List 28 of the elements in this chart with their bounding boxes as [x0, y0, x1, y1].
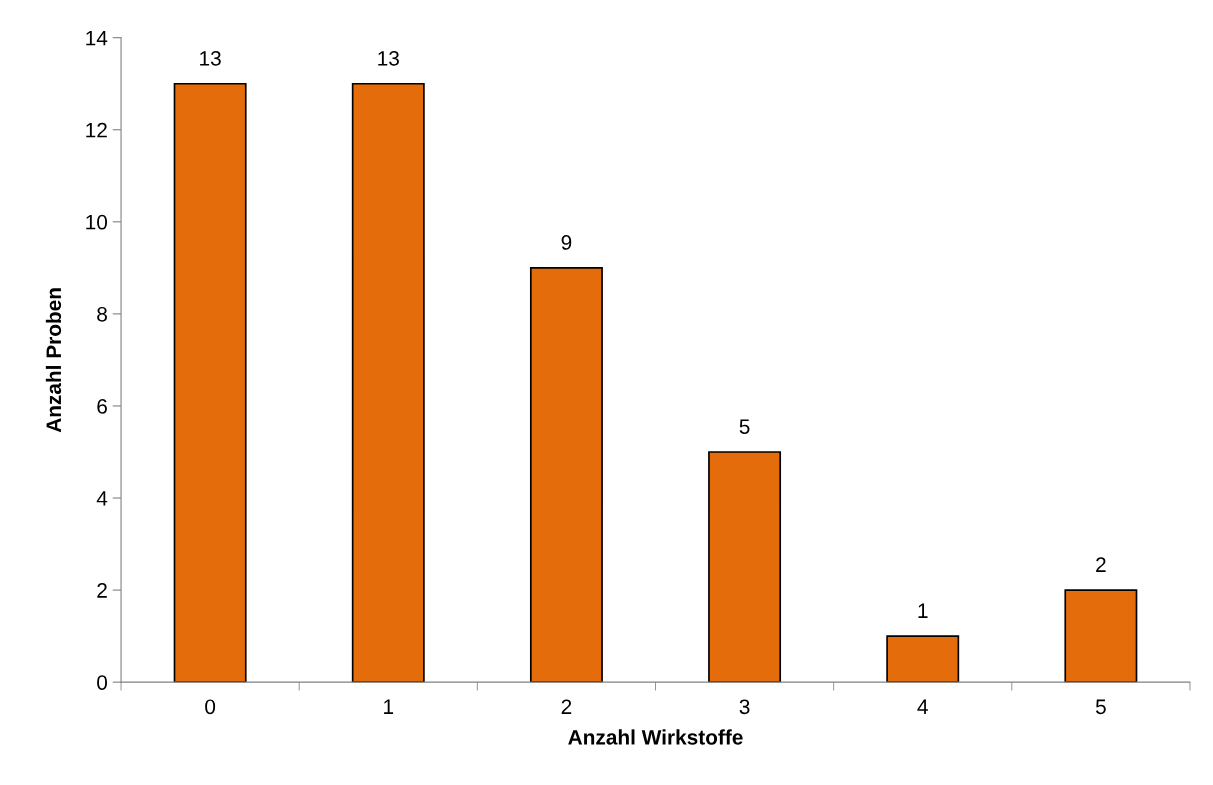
x-tick-label: 5: [1095, 699, 1106, 715]
y-tick-label: 14: [86, 30, 108, 46]
bar: [886, 635, 960, 683]
y-tick-label: 10: [86, 214, 108, 230]
y-axis-title: Anzahl Proben: [45, 288, 62, 433]
x-tick-label: 0: [205, 699, 216, 715]
x-tick-label: 4: [917, 699, 928, 714]
x-tick-label: 3: [739, 699, 750, 715]
bar: [351, 82, 425, 683]
x-tick-label: 1: [384, 699, 394, 714]
data-label: 2: [1096, 557, 1106, 572]
y-tick-label: 0: [97, 675, 108, 690]
data-label: 1: [918, 603, 928, 618]
data-label: 5: [739, 419, 750, 434]
data-label: 9: [561, 235, 572, 250]
y-tick-label: 4: [96, 491, 108, 506]
y-tick-label: 8: [97, 306, 107, 322]
bar: [529, 267, 603, 683]
bar: [708, 451, 782, 683]
bar: [173, 82, 247, 683]
y-tick-label: 6: [97, 398, 107, 414]
x-axis-title: Anzahl Wirkstoffe: [568, 729, 743, 745]
y-tick-label: 12: [86, 122, 107, 138]
y-tick-label: 2: [97, 583, 107, 598]
data-label: 13: [200, 50, 221, 66]
x-tick-label: 2: [561, 699, 572, 714]
data-label: 13: [378, 50, 399, 66]
bar: [1064, 589, 1138, 683]
